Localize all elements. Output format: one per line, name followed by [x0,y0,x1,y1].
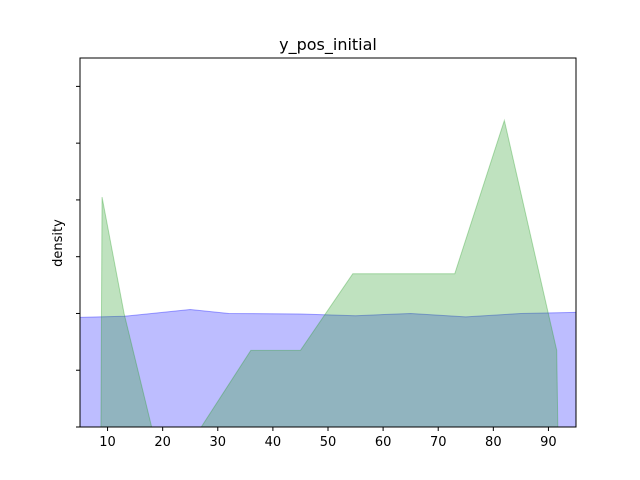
axes: 10 20 30 40 50 60 70 80 90 [76,57,577,450]
x-tick-label: 90 [540,435,557,450]
plot-area [80,118,576,427]
y-axis-label: density [51,219,66,267]
chart-title: y_pos_initial [279,35,377,55]
x-tick-label: 40 [265,435,282,450]
density-area-series-1 [80,308,576,427]
x-tick-label: 50 [320,435,337,450]
x-tick-label: 70 [430,435,447,450]
x-tick-label: 30 [210,435,227,450]
x-tick-label: 10 [99,435,116,450]
x-tick-label: 60 [375,435,392,450]
x-tick-label: 80 [485,435,502,450]
x-tick-label: 20 [154,435,171,450]
density-area-series-2 [100,118,559,427]
